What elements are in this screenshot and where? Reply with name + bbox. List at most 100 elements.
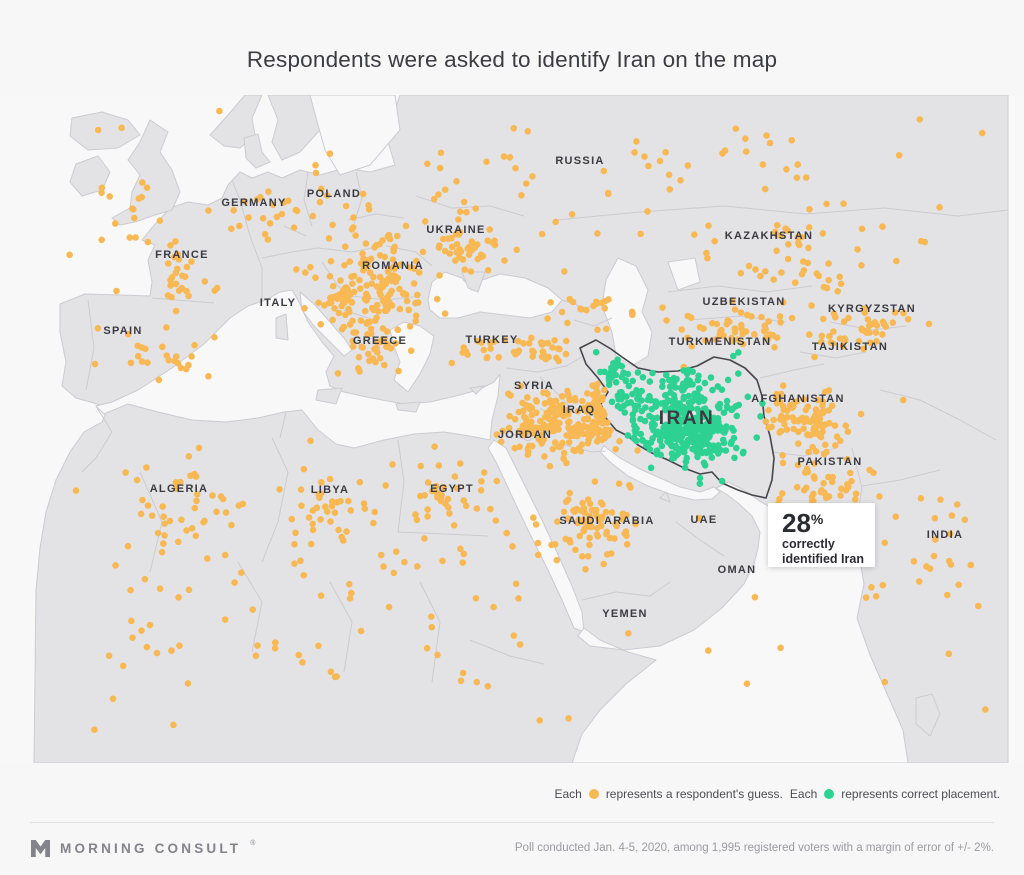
guess-dot bbox=[421, 535, 428, 542]
correct-dot bbox=[696, 474, 704, 482]
guess-dot bbox=[331, 305, 338, 312]
guess-dot bbox=[819, 428, 826, 436]
guess-dot bbox=[292, 529, 299, 537]
guess-dot bbox=[417, 462, 425, 470]
guess-dot bbox=[307, 263, 314, 271]
guess-dot bbox=[424, 160, 431, 168]
guess-dot bbox=[290, 224, 298, 231]
correct-dot bbox=[650, 420, 657, 427]
guess-dot bbox=[406, 323, 414, 330]
guess-dot bbox=[821, 388, 829, 396]
guess-dot bbox=[819, 402, 826, 409]
correct-dot bbox=[662, 400, 670, 407]
guess-dot bbox=[295, 651, 303, 659]
guess-dot bbox=[505, 390, 512, 398]
country-border bbox=[861, 469, 941, 487]
guess-dot bbox=[396, 285, 403, 293]
guess-dot bbox=[436, 242, 443, 249]
correct-dot bbox=[685, 392, 692, 400]
guess-dot bbox=[185, 292, 192, 300]
guess-dot bbox=[105, 652, 113, 660]
correct-dot bbox=[759, 400, 766, 407]
guess-dot bbox=[599, 513, 606, 521]
guess-dot bbox=[457, 677, 465, 685]
guess-dot bbox=[392, 548, 400, 555]
crete bbox=[395, 401, 421, 413]
guess-dot bbox=[524, 445, 532, 453]
correct-dot bbox=[673, 375, 680, 383]
great-britain bbox=[111, 119, 181, 226]
guess-dot bbox=[595, 395, 602, 402]
correct-dot bbox=[633, 425, 640, 433]
guess-dot bbox=[677, 177, 684, 184]
guess-dot bbox=[307, 540, 315, 548]
guess-dot bbox=[288, 515, 296, 523]
guess-dot bbox=[537, 417, 544, 425]
guess-dot bbox=[183, 263, 191, 271]
guess-dot bbox=[359, 190, 367, 198]
guess-dot bbox=[377, 551, 385, 559]
guess-dot bbox=[776, 429, 783, 436]
correct-dot bbox=[649, 414, 656, 422]
guess-dot bbox=[544, 315, 551, 322]
guess-dot bbox=[406, 264, 414, 271]
guess-dot bbox=[858, 325, 865, 333]
guess-dot bbox=[340, 291, 347, 299]
guess-dot bbox=[696, 323, 704, 331]
map-label-iran: IRAN bbox=[659, 408, 715, 429]
guess-dot bbox=[946, 530, 954, 538]
guess-dot bbox=[368, 304, 376, 312]
guess-dot bbox=[134, 352, 142, 360]
guess-dot bbox=[553, 556, 561, 564]
guess-dot bbox=[484, 237, 492, 244]
guess-dot bbox=[480, 469, 488, 476]
correct-dot bbox=[680, 380, 687, 388]
correct-dot bbox=[659, 383, 666, 391]
guess-dot bbox=[231, 579, 238, 586]
guess-dot bbox=[440, 484, 448, 491]
guess-dot bbox=[818, 332, 826, 340]
guess-dot bbox=[144, 359, 151, 367]
country-border bbox=[261, 247, 319, 259]
guess-dot bbox=[118, 124, 125, 132]
guess-dot bbox=[433, 295, 441, 303]
guess-dot bbox=[937, 496, 944, 504]
guess-dot bbox=[594, 326, 601, 334]
guess-dot bbox=[98, 184, 106, 192]
guess-dot bbox=[509, 543, 516, 550]
guess-dot bbox=[158, 548, 166, 556]
guess-dot bbox=[373, 241, 380, 249]
guess-dot bbox=[291, 560, 298, 567]
guess-dot bbox=[864, 316, 872, 323]
guess-dot bbox=[529, 173, 536, 180]
guess-dot bbox=[931, 514, 939, 522]
iceland bbox=[69, 111, 141, 151]
correct-dot bbox=[672, 444, 680, 452]
guess-dot bbox=[773, 334, 781, 342]
correct-dot bbox=[637, 430, 645, 438]
guess-dot bbox=[773, 247, 780, 255]
footer: MORNING CONSULT ® Poll conducted Jan. 4-… bbox=[30, 835, 994, 861]
guess-dot bbox=[366, 318, 374, 325]
guess-dot bbox=[421, 218, 429, 225]
guess-dot bbox=[524, 128, 532, 135]
country-border bbox=[397, 439, 405, 533]
guess-dot bbox=[615, 480, 623, 488]
guess-dot bbox=[456, 246, 464, 253]
guess-dot bbox=[380, 563, 387, 570]
guess-dot bbox=[625, 630, 632, 637]
guess-dot bbox=[841, 335, 848, 342]
guess-dot bbox=[436, 272, 443, 279]
guess-dot bbox=[522, 415, 530, 422]
stat-label-line2: identified Iran bbox=[782, 552, 864, 567]
guess-dot bbox=[560, 508, 568, 516]
guess-dot bbox=[413, 516, 421, 524]
correct-dot bbox=[723, 397, 731, 405]
stat-label-line1: correctly bbox=[782, 537, 835, 552]
guess-dot bbox=[820, 409, 827, 417]
guess-dot bbox=[551, 337, 558, 344]
guess-dot bbox=[516, 641, 524, 648]
iran-border-outline bbox=[579, 339, 775, 499]
correct-dot bbox=[662, 371, 670, 379]
correct-dot bbox=[666, 383, 674, 390]
